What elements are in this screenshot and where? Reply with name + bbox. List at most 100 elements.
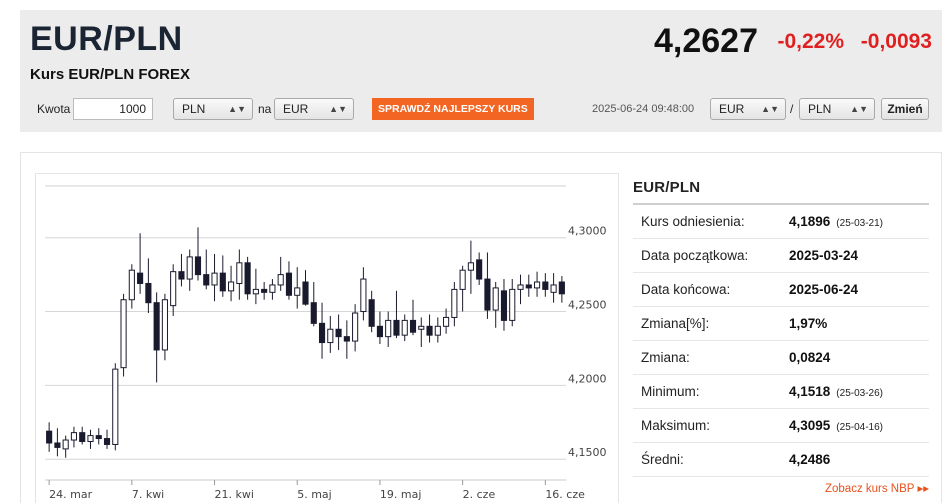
stats-row-value-text: 4,2486 xyxy=(789,452,831,467)
candle-body xyxy=(112,368,119,445)
stats-row: Minimum: 4,1518 (25-03-26) xyxy=(633,375,929,409)
x-tick-label: 2. cze xyxy=(463,488,496,501)
candle-body xyxy=(186,256,193,280)
stats-row-value-text: 2025-06-24 xyxy=(789,282,859,297)
candle-body xyxy=(228,281,235,292)
swap-button[interactable]: Zmień xyxy=(881,98,929,120)
stats-row-value: 2025-03-24 xyxy=(789,239,858,273)
y-tick-label: 4,3000 xyxy=(568,225,607,238)
from-currency-select[interactable]: PLN ▲▼ xyxy=(173,98,253,120)
candle-body xyxy=(517,284,524,290)
candle-body xyxy=(302,281,309,305)
candlestick-chart: 4,1500 4,2000 4,2500 4,3000 24. mar 7. kwi 21.… xyxy=(45,185,607,501)
stats-row-value: 4,2486 xyxy=(789,443,830,477)
candle-body xyxy=(476,259,483,280)
stats-row: Kurs odniesienia: 4,1896 (25-03-21) xyxy=(633,205,929,239)
stats-row-date: (25-03-26) xyxy=(836,388,883,399)
stats-row-value-text: 2025-03-24 xyxy=(789,248,859,263)
candle-body xyxy=(318,322,326,344)
current-rate: 4,2627 xyxy=(654,22,758,60)
best-rate-button[interactable]: SPRAWDŹ NAJLEPSZY KURS xyxy=(372,98,534,120)
candle-body xyxy=(170,271,177,307)
candle-body xyxy=(467,262,474,271)
x-tick-label: 16. cze xyxy=(545,488,585,501)
candle-body xyxy=(120,299,127,369)
amount-input[interactable]: 1000 xyxy=(73,98,153,120)
stats-divider xyxy=(633,203,929,205)
stats-row-date: (25-04-16) xyxy=(836,422,883,433)
stats-row-value: 4,3095 (25-04-16) xyxy=(789,409,883,445)
pair-base-select[interactable]: EUR ▲▼ xyxy=(710,98,786,120)
stats-row: Data końcowa: 2025-06-24 xyxy=(633,273,929,307)
candle-body xyxy=(401,319,408,336)
candle-body xyxy=(558,281,565,295)
na-label: na xyxy=(258,102,272,116)
candle-body xyxy=(352,312,359,342)
stats-row: Zmiana: 0,0824 xyxy=(633,341,929,375)
select-arrows-icon: ▲▼ xyxy=(329,104,347,114)
stats-row-label: Średni: xyxy=(641,452,684,467)
candle-body xyxy=(285,272,293,296)
candle-body xyxy=(70,432,78,441)
candle-body xyxy=(128,269,135,301)
amount-label: Kwota xyxy=(37,102,71,116)
stats-row-value-text: 0,0824 xyxy=(789,350,831,365)
x-tick-label: 21. kwi xyxy=(215,488,254,501)
candle-body xyxy=(368,299,375,327)
stats-row-label: Zmiana: xyxy=(641,350,690,365)
y-tick-label: 4,2000 xyxy=(568,372,607,385)
from-currency-value: PLN xyxy=(182,102,206,116)
stats-row-label: Data początkowa: xyxy=(641,248,749,263)
to-currency-select[interactable]: EUR ▲▼ xyxy=(274,98,354,120)
candle-body xyxy=(261,288,268,293)
stats-row-value-text: 4,3095 xyxy=(789,418,831,433)
x-tick-label: 5. maj xyxy=(297,488,332,501)
candle-body xyxy=(219,272,226,292)
stats-row-value: 2025-06-24 xyxy=(789,273,858,307)
candle-body xyxy=(409,319,417,333)
candle-body xyxy=(211,272,218,286)
stats-title: EUR/PLN xyxy=(633,179,701,196)
candle-body xyxy=(550,284,557,293)
quote-header: EUR/PLN Kurs EUR/PLN FOREX 4,2627 -0,22%… xyxy=(20,10,942,132)
nbp-rate-link[interactable]: Zobacz kurs NBP ▸▸ xyxy=(824,483,929,495)
stats-row-label: Minimum: xyxy=(641,384,700,399)
y-tick-label: 4,1500 xyxy=(568,446,607,459)
candle-body xyxy=(137,272,144,284)
candle-body xyxy=(252,288,259,295)
candle-body xyxy=(385,319,392,338)
candle-body xyxy=(418,325,425,330)
candle-body xyxy=(87,435,94,443)
pair-quote-select[interactable]: PLN ▲▼ xyxy=(799,98,875,120)
stats-row: Zmiana[%]: 1,97% xyxy=(633,307,929,341)
select-arrows-icon: ▲▼ xyxy=(850,104,868,114)
y-tick-label: 4,2500 xyxy=(568,299,607,312)
stats-row: Średni: 4,2486 xyxy=(633,443,929,477)
stats-row-value: 4,1518 (25-03-26) xyxy=(789,375,883,411)
candle-body xyxy=(194,256,202,276)
candle-body xyxy=(203,274,210,286)
candle-body xyxy=(54,442,61,448)
candle-body xyxy=(46,430,53,444)
candle-body xyxy=(277,274,284,286)
candle-body xyxy=(542,281,549,290)
quote-timestamp: 2025-06-24 09:48:00 xyxy=(592,103,695,115)
candle-body xyxy=(79,432,86,443)
stats-row-value: 1,97% xyxy=(789,307,827,341)
stats-row: Data początkowa: 2025-03-24 xyxy=(633,239,929,273)
to-currency-value: EUR xyxy=(283,102,309,116)
candle-body xyxy=(310,302,317,324)
pair-slash: / xyxy=(790,102,794,116)
candle-body xyxy=(269,284,276,293)
stats-row-label: Maksimum: xyxy=(641,418,711,433)
candle-body xyxy=(484,278,491,311)
stats-row-value-text: 4,1896 xyxy=(789,214,831,229)
candle-body xyxy=(434,325,441,336)
candle-body xyxy=(327,328,334,344)
stats-row: Maksimum: 4,3095 (25-04-16) xyxy=(633,409,929,443)
pair-quote-value: PLN xyxy=(808,102,832,116)
converter-bar: Kwota 1000 PLN ▲▼ na EUR ▲▼ SPRAWDŹ NAJL… xyxy=(20,98,942,122)
stats-row-value: 4,1896 (25-03-21) xyxy=(789,205,883,241)
candle-body xyxy=(443,316,450,327)
select-arrows-icon: ▲▼ xyxy=(228,104,246,114)
